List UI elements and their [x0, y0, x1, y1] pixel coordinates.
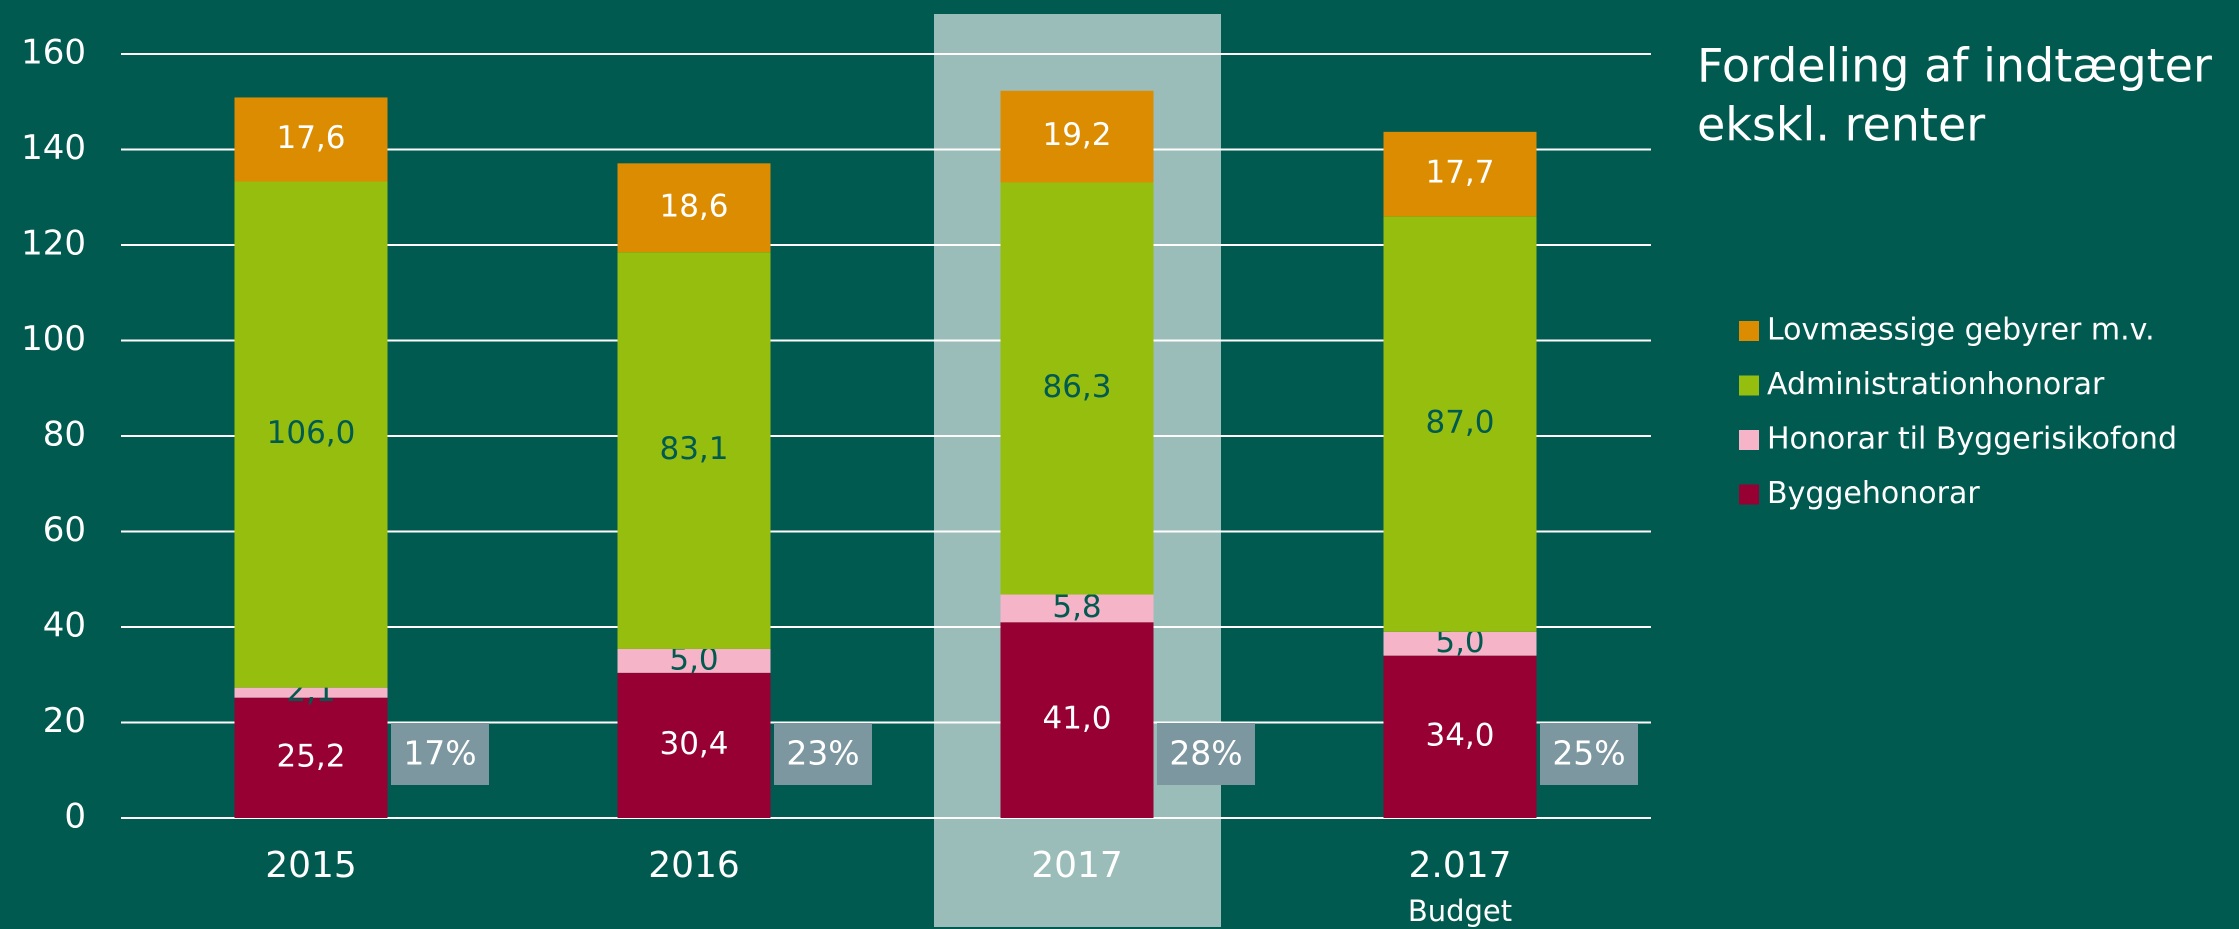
value-label: 17,7	[1425, 155, 1494, 191]
legend-swatch	[1739, 484, 1759, 505]
value-label: 34,0	[1425, 717, 1494, 753]
bar-segment	[617, 672, 771, 818]
bar-segment	[234, 697, 388, 818]
share-box	[774, 723, 872, 785]
y-tick-label: 40	[43, 606, 86, 646]
share-label: 28%	[1169, 734, 1242, 773]
bar-segment	[617, 252, 771, 649]
legend-label: Administrationhonorar	[1767, 367, 2105, 402]
y-tick-label: 60	[43, 510, 86, 550]
y-tick-label: 100	[21, 319, 86, 359]
value-label: 106,0	[267, 415, 356, 451]
legend-label: Honorar til Byggerisikofond	[1767, 422, 2177, 457]
legend-swatch	[1739, 321, 1759, 341]
legend-swatch	[1739, 375, 1759, 396]
bar-segment	[234, 181, 388, 688]
bar-segment	[1000, 182, 1154, 595]
bar-segment	[1000, 90, 1154, 183]
y-tick-label: 80	[43, 415, 86, 455]
y-tick-label: 120	[21, 224, 86, 264]
share-label: 23%	[786, 734, 859, 773]
bar-segment	[1000, 622, 1154, 818]
x-tick-label: 2017	[1031, 845, 1123, 886]
y-tick-label: 0	[64, 797, 86, 837]
legend-label: Byggehonorar	[1767, 476, 1980, 511]
bar-segment	[617, 163, 771, 253]
value-label: 86,3	[1042, 369, 1111, 405]
value-label: 25,2	[276, 738, 345, 774]
value-label: 18,6	[659, 188, 728, 224]
value-label: 41,0	[1042, 701, 1111, 737]
y-tick-label: 20	[43, 701, 86, 741]
share-label: 17%	[403, 734, 476, 773]
bar-segment	[234, 97, 388, 182]
share-label: 25%	[1552, 734, 1625, 773]
x-tick-label: 2015	[265, 845, 357, 886]
value-label: 87,0	[1425, 405, 1494, 441]
value-label: 17,6	[276, 120, 345, 156]
legend-swatch	[1739, 430, 1759, 450]
bar-segment	[1383, 131, 1537, 217]
bar-segment	[617, 648, 771, 673]
value-label: 30,4	[659, 726, 728, 762]
value-label: 19,2	[1042, 117, 1111, 153]
bar-segment	[1383, 216, 1537, 632]
chart-title: Fordeling af indtægter	[1697, 39, 2212, 93]
legend-label: Lovmæssige gebyrer m.v.	[1767, 313, 2155, 348]
bar-segment	[1000, 594, 1154, 623]
share-box	[1157, 723, 1255, 785]
share-box	[1540, 723, 1638, 785]
bar-segment	[1383, 631, 1537, 656]
bar-segment	[1383, 655, 1537, 818]
value-label: 5,8	[1052, 589, 1101, 625]
bar-segment	[234, 687, 388, 698]
y-tick-label: 160	[21, 33, 86, 73]
x-tick-label: 2016	[648, 845, 740, 886]
y-tick-label: 140	[21, 128, 86, 168]
x-tick-label: 2.017	[1408, 845, 1511, 886]
chart-title: ekskl. renter	[1697, 98, 1985, 152]
x-tick-sublabel: Budget	[1408, 894, 1512, 928]
share-box	[391, 723, 489, 785]
value-label: 83,1	[659, 431, 728, 467]
